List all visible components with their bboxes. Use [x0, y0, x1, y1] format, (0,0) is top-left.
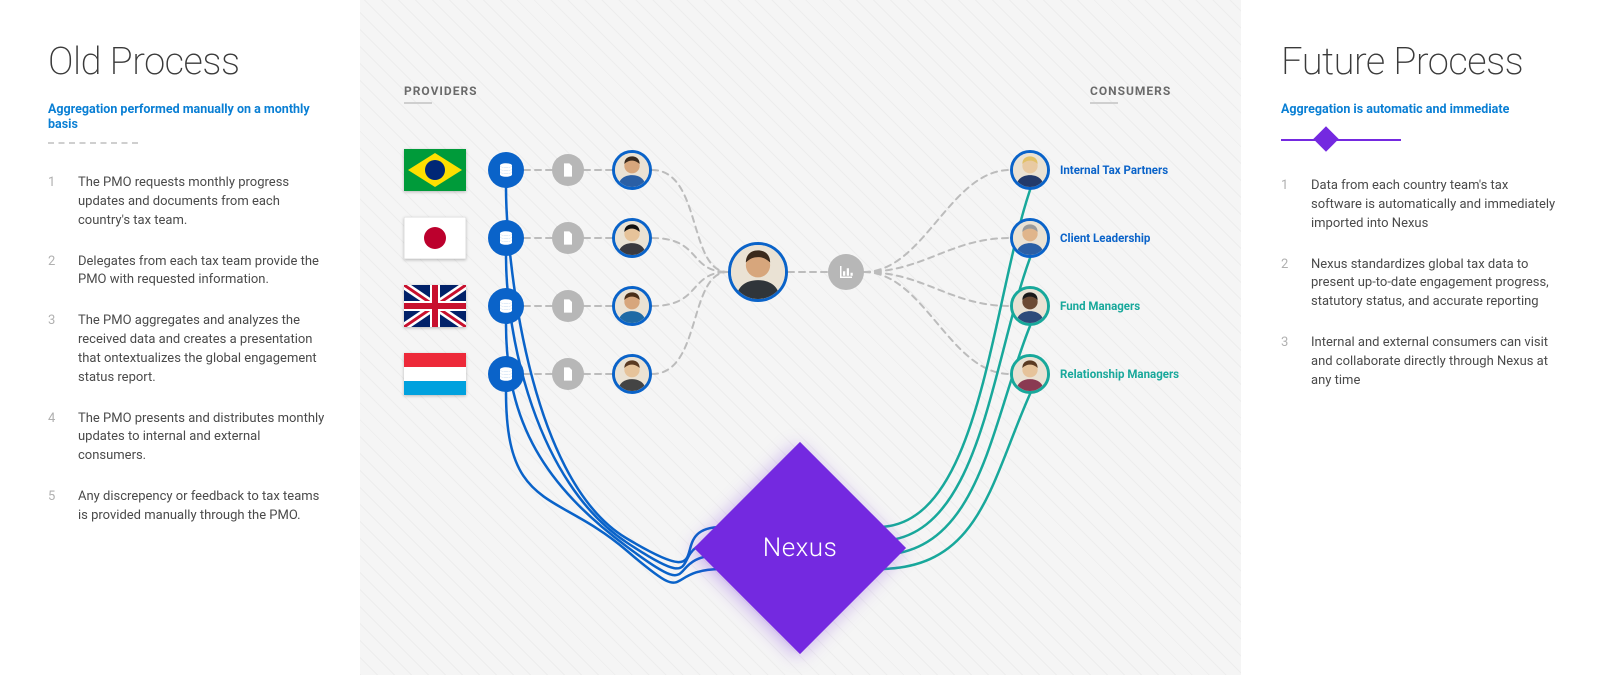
- old-process-title: Old Process: [48, 40, 330, 84]
- chart-icon: [828, 254, 864, 290]
- old-process-steps: The PMO requests monthly progress update…: [48, 174, 330, 526]
- step-item: Data from each country team's tax softwa…: [1281, 177, 1561, 234]
- pmo-avatar: [728, 242, 788, 302]
- database-icon: [488, 288, 524, 324]
- future-process-panel: Future Process Aggregation is automatic …: [1241, 0, 1601, 675]
- flag-brazil: [404, 149, 466, 191]
- document-icon: [552, 358, 584, 390]
- divider-dashed: [48, 142, 138, 144]
- provider-avatar: [612, 150, 652, 190]
- consumers-heading: CONSUMERS: [1090, 84, 1171, 98]
- process-diagram: PROVIDERS CONSUMERS Internal Tax Partners C…: [360, 0, 1241, 675]
- flag-lux: [404, 353, 466, 395]
- step-item: Any discrepency or feedback to tax teams…: [48, 488, 330, 526]
- flag-japan: [404, 217, 466, 259]
- document-icon: [552, 222, 584, 254]
- consumer-avatar: [1010, 286, 1050, 326]
- consumer-label: Relationship Managers: [1060, 367, 1179, 381]
- nexus-label: Nexus: [763, 533, 838, 563]
- provider-avatar: [612, 354, 652, 394]
- database-icon: [488, 220, 524, 256]
- step-item: The PMO aggregates and analyzes the rece…: [48, 312, 330, 387]
- future-process-title: Future Process: [1281, 40, 1561, 84]
- database-icon: [488, 356, 524, 392]
- step-item: The PMO presents and distributes monthly…: [48, 410, 330, 467]
- divider-diamond: [1281, 127, 1401, 151]
- consumers-underline: [1090, 102, 1118, 104]
- database-icon: [488, 152, 524, 188]
- providers-heading: PROVIDERS: [404, 84, 478, 98]
- consumer-avatar: [1010, 218, 1050, 258]
- future-process-steps: Data from each country team's tax softwa…: [1281, 177, 1561, 391]
- flag-uk: [404, 285, 466, 327]
- consumer-label: Fund Managers: [1060, 299, 1140, 313]
- document-icon: [552, 290, 584, 322]
- providers-underline: [404, 102, 432, 104]
- step-item: Delegates from each tax team provide the…: [48, 253, 330, 291]
- step-item: Internal and external consumers can visi…: [1281, 334, 1561, 391]
- document-icon: [552, 154, 584, 186]
- consumer-label: Internal Tax Partners: [1060, 163, 1168, 177]
- consumer-avatar: [1010, 354, 1050, 394]
- provider-avatar: [612, 218, 652, 258]
- old-process-subhead: Aggregation performed manually on a mont…: [48, 102, 330, 132]
- consumer-label: Client Leadership: [1060, 231, 1150, 245]
- step-item: The PMO requests monthly progress update…: [48, 174, 330, 231]
- old-process-panel: Old Process Aggregation performed manual…: [0, 0, 360, 675]
- step-item: Nexus standardizes global tax data to pr…: [1281, 256, 1561, 313]
- provider-avatar: [612, 286, 652, 326]
- consumer-avatar: [1010, 150, 1050, 190]
- future-process-subhead: Aggregation is automatic and immediate: [1281, 102, 1561, 117]
